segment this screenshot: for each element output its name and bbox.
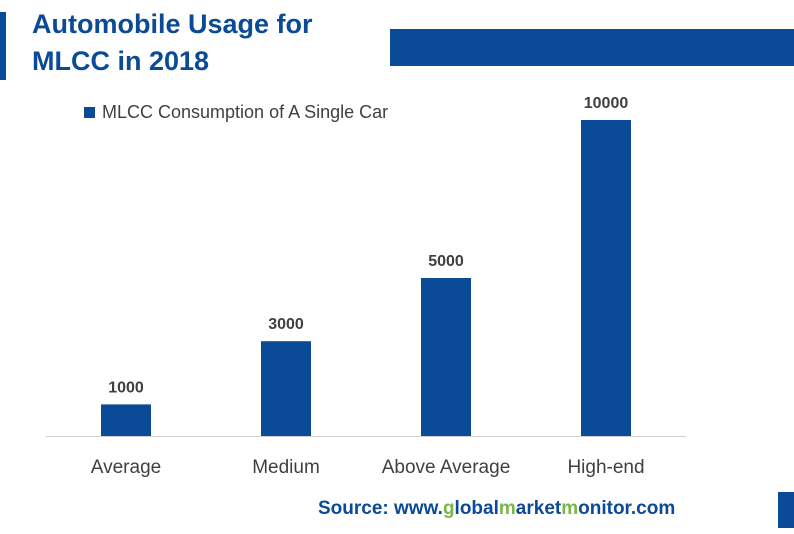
x-tick-label: Above Average: [382, 457, 511, 478]
source-part: arket: [515, 498, 562, 519]
data-label: 10000: [584, 95, 629, 112]
title-line-2: MLCC in 2018: [32, 46, 210, 76]
x-tick-label: High-end: [567, 457, 644, 478]
bar: [421, 278, 471, 436]
source-credit: Source: www.globalmarketmonitor.com: [318, 498, 675, 520]
chart-legend: MLCC Consumption of A Single Car: [84, 102, 388, 123]
bar: [101, 404, 151, 436]
data-label: 3000: [268, 316, 304, 333]
legend-label: MLCC Consumption of A Single Car: [102, 102, 389, 122]
title-line-1: Automobile Usage for: [32, 9, 313, 39]
source-part: m: [498, 498, 516, 519]
source-part: lobal: [454, 498, 499, 519]
bar: [261, 341, 311, 436]
data-label: 5000: [428, 253, 464, 270]
title-accent-bar: [0, 12, 6, 80]
source-part: m: [561, 498, 579, 519]
source-part: g: [442, 498, 455, 519]
source-prefix: Source: www.: [318, 498, 443, 519]
source-domain: globalmarketmonitor.com: [443, 498, 675, 519]
page-title: Automobile Usage for MLCC in 2018: [32, 6, 313, 80]
x-tick-label: Average: [91, 457, 161, 478]
x-tick-label: Medium: [252, 457, 320, 478]
corner-accent-block: [778, 492, 794, 528]
source-part: onitor.com: [578, 498, 676, 519]
bar: [581, 120, 631, 436]
legend-swatch: [84, 107, 95, 118]
data-label: 1000: [108, 379, 144, 396]
title-banner-bar: [390, 29, 794, 66]
